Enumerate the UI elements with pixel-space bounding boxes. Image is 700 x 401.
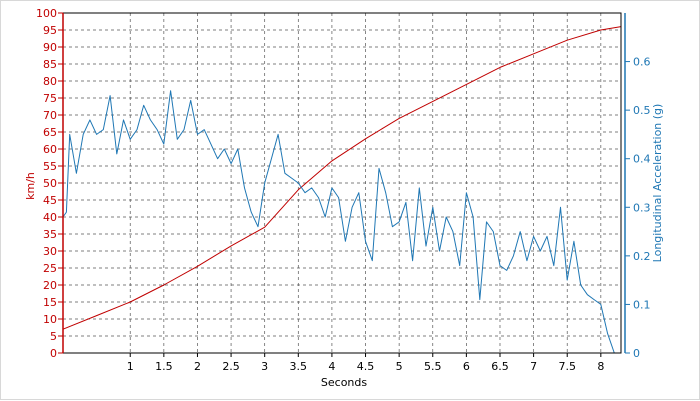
left-y-tick-label: 5 bbox=[50, 330, 57, 343]
right-y-tick-label: 0.5 bbox=[633, 104, 651, 117]
x-tick-label: 1.5 bbox=[155, 360, 173, 373]
x-tick-label: 4 bbox=[328, 360, 335, 373]
x-tick-label: 3.5 bbox=[290, 360, 308, 373]
x-tick-label: 5 bbox=[396, 360, 403, 373]
right-y-tick-label: 0.1 bbox=[633, 298, 651, 311]
left-y-tick-label: 0 bbox=[50, 347, 57, 360]
x-tick-label: 5.5 bbox=[424, 360, 442, 373]
left-y-axis-title: km/h bbox=[24, 172, 37, 200]
right-y-tick-label: 0.2 bbox=[633, 250, 651, 263]
right-y-axis-title: Longitudinal Acceleration (g) bbox=[651, 104, 664, 263]
left-y-tick-label: 40 bbox=[43, 211, 57, 224]
left-y-tick-label: 70 bbox=[43, 109, 57, 122]
x-tick-label: 6.5 bbox=[491, 360, 509, 373]
right-y-tick-label: 0.6 bbox=[633, 56, 651, 69]
left-y-tick-label: 30 bbox=[43, 245, 57, 258]
left-y-tick-label: 90 bbox=[43, 41, 57, 54]
right-y-tick-label: 0.4 bbox=[633, 153, 651, 166]
axes-layer bbox=[58, 12, 630, 357]
left-y-tick-label: 65 bbox=[43, 126, 57, 139]
left-y-tick-label: 95 bbox=[43, 24, 57, 37]
x-tick-label: 2 bbox=[194, 360, 201, 373]
left-y-tick-label: 60 bbox=[43, 143, 57, 156]
left-y-tick-label: 35 bbox=[43, 228, 57, 241]
right-y-tick-label: 0.3 bbox=[633, 201, 651, 214]
left-y-tick-label: 50 bbox=[43, 177, 57, 190]
left-y-tick-label: 80 bbox=[43, 75, 57, 88]
x-tick-label: 2.5 bbox=[222, 360, 240, 373]
left-y-tick-label: 10 bbox=[43, 313, 57, 326]
left-y-tick-label: 25 bbox=[43, 262, 57, 275]
left-y-tick-label: 75 bbox=[43, 92, 57, 105]
x-tick-label: 4.5 bbox=[357, 360, 375, 373]
x-axis-title: Seconds bbox=[321, 376, 367, 389]
grid-layer bbox=[63, 13, 621, 353]
left-y-tick-label: 100 bbox=[36, 7, 57, 20]
left-y-tick-label: 20 bbox=[43, 279, 57, 292]
series-line-accel bbox=[62, 90, 618, 354]
x-tick-label: 7 bbox=[530, 360, 537, 373]
right-y-tick-label: 0 bbox=[633, 347, 640, 360]
series-line-speed bbox=[62, 26, 622, 330]
left-y-tick-label: 55 bbox=[43, 160, 57, 173]
labels-layer: 0510152025303540455055606570758085909510… bbox=[36, 7, 651, 373]
left-y-tick-label: 15 bbox=[43, 296, 57, 309]
left-y-tick-label: 85 bbox=[43, 58, 57, 71]
x-tick-label: 6 bbox=[463, 360, 470, 373]
left-y-tick-label: 45 bbox=[43, 194, 57, 207]
x-tick-label: 7.5 bbox=[558, 360, 576, 373]
x-tick-label: 1 bbox=[127, 360, 134, 373]
x-tick-label: 3 bbox=[261, 360, 268, 373]
x-tick-label: 8 bbox=[597, 360, 604, 373]
series-layer bbox=[62, 26, 622, 354]
